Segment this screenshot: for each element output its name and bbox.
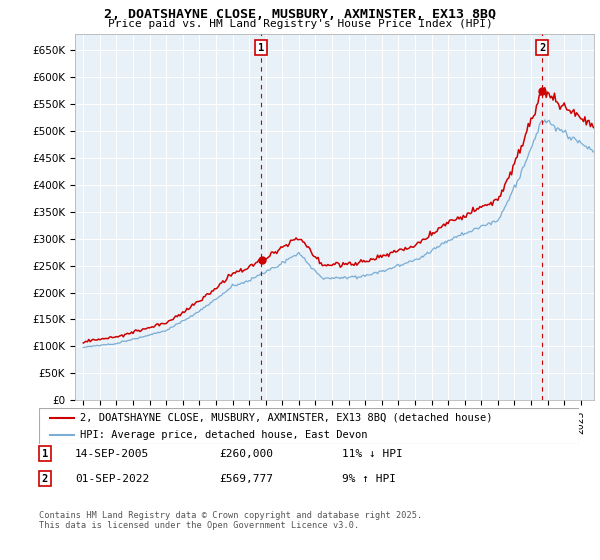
- Text: 1: 1: [42, 449, 48, 459]
- Text: 1: 1: [258, 43, 264, 53]
- Text: 2, DOATSHAYNE CLOSE, MUSBURY, AXMINSTER, EX13 8BQ: 2, DOATSHAYNE CLOSE, MUSBURY, AXMINSTER,…: [104, 8, 496, 21]
- Text: 01-SEP-2022: 01-SEP-2022: [75, 474, 149, 484]
- Text: £260,000: £260,000: [219, 449, 273, 459]
- Text: 2, DOATSHAYNE CLOSE, MUSBURY, AXMINSTER, EX13 8BQ (detached house): 2, DOATSHAYNE CLOSE, MUSBURY, AXMINSTER,…: [79, 413, 492, 423]
- Text: Price paid vs. HM Land Registry's House Price Index (HPI): Price paid vs. HM Land Registry's House …: [107, 19, 493, 29]
- Text: HPI: Average price, detached house, East Devon: HPI: Average price, detached house, East…: [79, 430, 367, 440]
- Text: 14-SEP-2005: 14-SEP-2005: [75, 449, 149, 459]
- Text: Contains HM Land Registry data © Crown copyright and database right 2025.
This d: Contains HM Land Registry data © Crown c…: [39, 511, 422, 530]
- Text: 2: 2: [42, 474, 48, 484]
- Text: £569,777: £569,777: [219, 474, 273, 484]
- FancyBboxPatch shape: [39, 408, 579, 444]
- Text: 9% ↑ HPI: 9% ↑ HPI: [342, 474, 396, 484]
- Text: 11% ↓ HPI: 11% ↓ HPI: [342, 449, 403, 459]
- Text: 2: 2: [539, 43, 545, 53]
